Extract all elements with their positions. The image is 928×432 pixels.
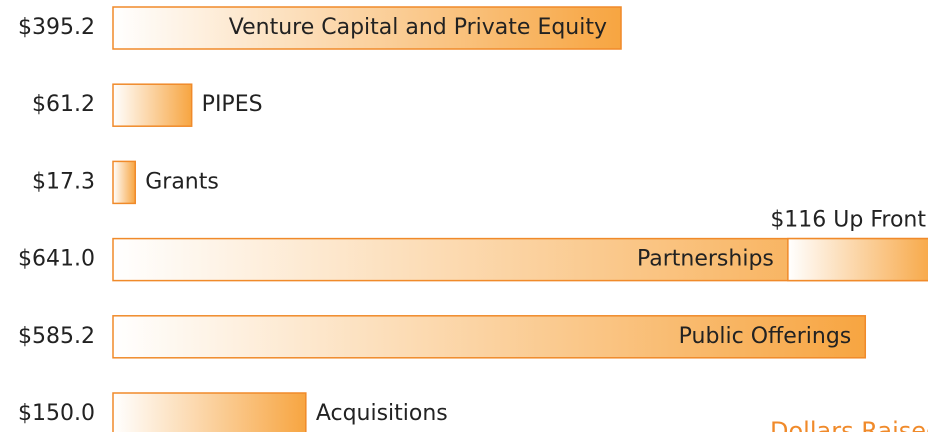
category-label: Venture Capital and Private Equity <box>229 15 607 40</box>
value-label: $641.0 <box>18 247 95 272</box>
category-label: PIPES <box>202 92 263 117</box>
category-label: Grants <box>145 169 219 194</box>
bar <box>112 83 193 127</box>
value-label: $585.2 <box>18 324 95 349</box>
category-label: Partnerships <box>637 247 774 272</box>
bar <box>112 6 622 50</box>
value-label: $61.2 <box>32 92 95 117</box>
up-front-segment <box>787 237 928 282</box>
value-label: $150.0 <box>18 401 95 426</box>
category-label: Acquisitions <box>316 401 448 426</box>
category-label: Public Offerings <box>679 324 852 349</box>
bar <box>112 315 867 359</box>
footer: Dollars Raised <box>770 417 928 432</box>
value-label: $395.2 <box>18 15 95 40</box>
bar <box>112 160 136 205</box>
bar <box>112 392 307 432</box>
value-label: $17.3 <box>32 169 95 194</box>
up-front-label: $116 Up Front <box>770 208 926 233</box>
